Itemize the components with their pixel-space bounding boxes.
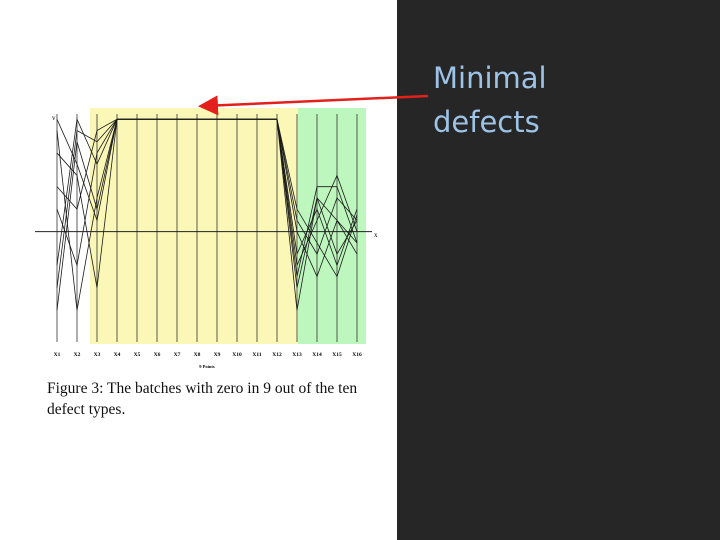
x-tick-label: X10 — [232, 352, 242, 358]
annotation: Minimal defects — [433, 61, 547, 139]
x-tick-label: X14 — [312, 352, 322, 358]
arrow — [198, 94, 429, 116]
x-tick-label: X12 — [272, 352, 282, 358]
caption: Figure 3: The batches with zero in 9 out… — [47, 380, 358, 418]
x-tick-label: X16 — [352, 352, 362, 358]
x-tick-label: X2 — [74, 352, 81, 358]
y-axis-label: v — [52, 114, 56, 122]
x-tick-label: X5 — [134, 352, 141, 358]
data-line — [56, 118, 358, 278]
x-tick-label: X3 — [94, 352, 101, 358]
x-tick-label: X13 — [292, 352, 302, 358]
x-tick-label: X11 — [252, 352, 261, 358]
x-tick-label: X1 — [54, 352, 61, 358]
dark-panel — [397, 0, 720, 540]
x-tick-label: X4 — [114, 352, 121, 358]
x-axis-letter: x — [374, 231, 378, 239]
x-tick-label: X8 — [194, 352, 201, 358]
x-tick-label: X9 — [214, 352, 221, 358]
x-axis-label: 9 Points — [199, 364, 215, 369]
x-tick-label: X7 — [174, 352, 181, 358]
x-tick-label: X6 — [154, 352, 161, 358]
yellow-highlight — [90, 108, 298, 344]
x-tick-label: X15 — [332, 352, 342, 358]
